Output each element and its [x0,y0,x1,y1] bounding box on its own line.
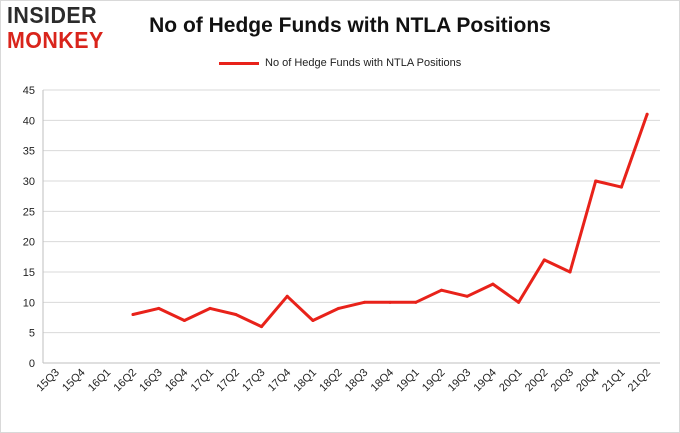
data-point [491,282,495,286]
x-tick-label: 20Q2 [523,367,551,395]
x-tick-label: 19Q1 [394,367,422,395]
y-tick-label: 5 [29,328,35,340]
y-tick-label: 45 [23,85,35,97]
x-tick-label: 17Q4 [266,367,294,395]
logo-line-2: MONKEY [7,27,104,53]
chart-title: No of Hedge Funds with NTLA Positions [149,14,551,37]
x-tick-label: 16Q4 [163,367,191,395]
y-tick-label: 40 [23,115,35,127]
data-point [517,300,521,304]
y-tick-label: 0 [29,358,35,370]
data-point [362,300,366,304]
data-point [439,288,443,292]
x-tick-label: 18Q4 [369,367,397,395]
data-point [337,306,341,310]
y-tick-label: 10 [23,297,35,309]
x-tick-label: 15Q3 [34,367,62,395]
data-point [208,306,212,310]
x-tick-label: 18Q1 [292,367,320,395]
legend-swatch [219,61,259,65]
data-point [619,185,623,189]
y-tick-label: 20 [23,237,35,249]
insider-monkey-logo: INSIDER MONKEY [7,4,129,56]
logo-line-1: INSIDER [7,2,98,28]
data-point [414,300,418,304]
data-point [131,312,135,316]
legend: No of Hedge Funds with NTLA Positions [219,55,461,71]
y-tick-label: 15 [23,267,35,279]
x-tick-label: 21Q2 [626,367,654,395]
data-point [285,294,289,298]
x-tick-label: 16Q1 [86,367,114,395]
data-point [388,300,392,304]
data-point [157,306,161,310]
legend-label: No of Hedge Funds with NTLA Positions [265,57,462,69]
x-tick-label: 20Q1 [497,367,525,395]
x-tick-label: 20Q4 [574,367,602,395]
x-tick-label: 21Q1 [600,367,628,395]
data-point [542,258,546,262]
x-tick-label: 17Q2 [214,367,242,395]
x-tick-label: 17Q1 [189,367,217,395]
x-tick-label: 19Q4 [471,367,499,395]
x-tick-label: 17Q3 [240,367,268,395]
x-tick-label: 20Q3 [549,367,577,395]
y-tick-label: 35 [23,146,35,158]
data-point [182,319,186,323]
x-tick-label: 19Q3 [446,367,474,395]
data-point [568,270,572,274]
x-tick-label: 18Q2 [317,367,345,395]
data-point [594,179,598,183]
data-point [234,312,238,316]
data-point [260,325,264,329]
x-tick-label: 15Q4 [60,367,88,395]
data-point [311,319,315,323]
data-point [465,294,469,298]
y-tick-label: 30 [23,176,35,188]
x-tick-label: 18Q3 [343,367,371,395]
x-tick-label: 19Q2 [420,367,448,395]
y-tick-label: 25 [23,206,35,218]
x-tick-label: 16Q2 [112,367,140,395]
series-line [131,112,649,329]
x-tick-label: 16Q3 [137,367,165,395]
data-point [645,112,649,116]
